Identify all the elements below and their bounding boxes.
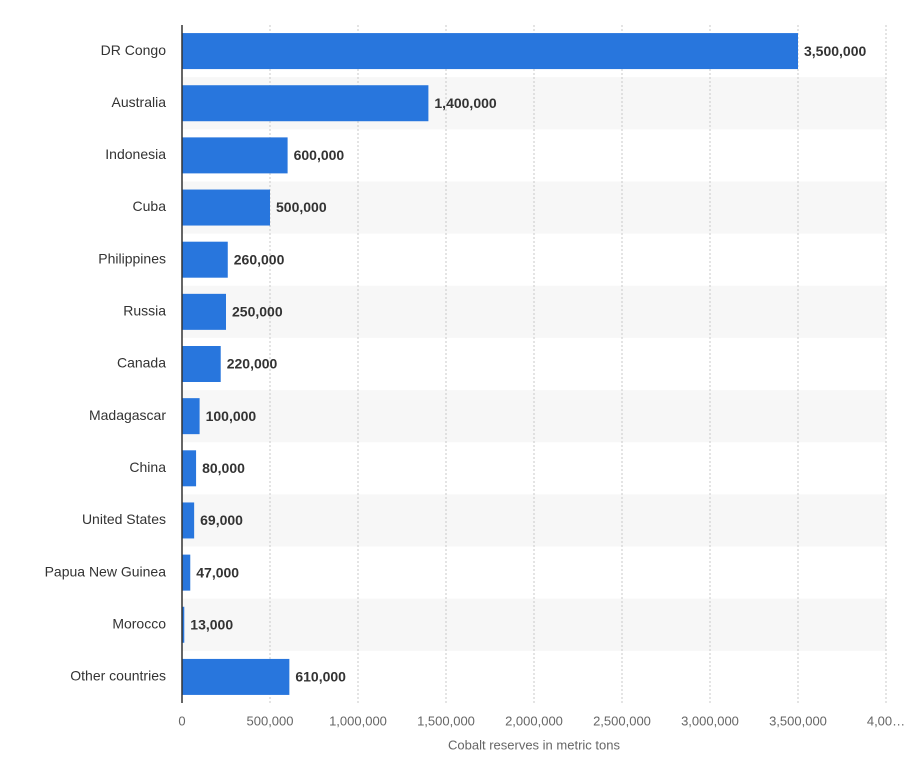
data-label: 80,000 xyxy=(202,460,245,476)
y-tick-label: Madagascar xyxy=(89,407,166,423)
bar xyxy=(182,502,195,539)
y-tick-label: Philippines xyxy=(98,250,166,266)
bar xyxy=(182,606,185,643)
x-tick-label: 3,500,000 xyxy=(769,713,827,728)
bar xyxy=(182,658,290,695)
bar xyxy=(182,554,191,591)
bar xyxy=(182,137,288,174)
x-tick-label: 1,500,000 xyxy=(417,713,475,728)
x-tick-label: 500,000 xyxy=(247,713,294,728)
data-label: 100,000 xyxy=(206,408,257,424)
x-tick-label: 2,500,000 xyxy=(593,713,651,728)
x-tick-label: 4,00… xyxy=(867,713,905,728)
y-tick-label: Cuba xyxy=(133,198,167,214)
data-label: 47,000 xyxy=(196,564,239,580)
y-tick-label: Indonesia xyxy=(105,146,166,162)
bar xyxy=(182,293,226,330)
data-label: 69,000 xyxy=(200,512,243,528)
x-tick-label: 3,000,000 xyxy=(681,713,739,728)
bar xyxy=(182,189,270,226)
bar xyxy=(182,85,429,122)
y-tick-label: China xyxy=(129,459,166,475)
y-tick-label: Other countries xyxy=(70,668,166,684)
y-tick-label: DR Congo xyxy=(101,42,167,58)
bar xyxy=(182,450,197,487)
x-tick-label: 1,000,000 xyxy=(329,713,387,728)
y-tick-label: United States xyxy=(82,511,166,527)
data-label: 250,000 xyxy=(232,304,283,320)
y-tick-label: Russia xyxy=(123,303,166,319)
x-axis-title: Cobalt reserves in metric tons xyxy=(448,737,620,752)
data-label: 220,000 xyxy=(227,356,278,372)
x-tick-label: 0 xyxy=(178,713,185,728)
data-label: 600,000 xyxy=(294,147,345,163)
y-tick-label: Australia xyxy=(112,94,167,110)
bar xyxy=(182,33,798,70)
y-tick-label: Papua New Guinea xyxy=(45,563,167,579)
bar xyxy=(182,346,221,382)
data-label: 13,000 xyxy=(190,616,233,632)
y-tick-label: Morocco xyxy=(112,615,166,631)
bar xyxy=(182,241,228,278)
data-label: 1,400,000 xyxy=(434,95,496,111)
data-label: 3,500,000 xyxy=(804,43,866,59)
x-tick-label: 2,000,000 xyxy=(505,713,563,728)
y-tick-label: Canada xyxy=(117,355,166,371)
data-label: 260,000 xyxy=(234,251,285,267)
data-label: 610,000 xyxy=(295,669,346,685)
bar xyxy=(182,398,200,435)
data-label: 500,000 xyxy=(276,199,327,215)
